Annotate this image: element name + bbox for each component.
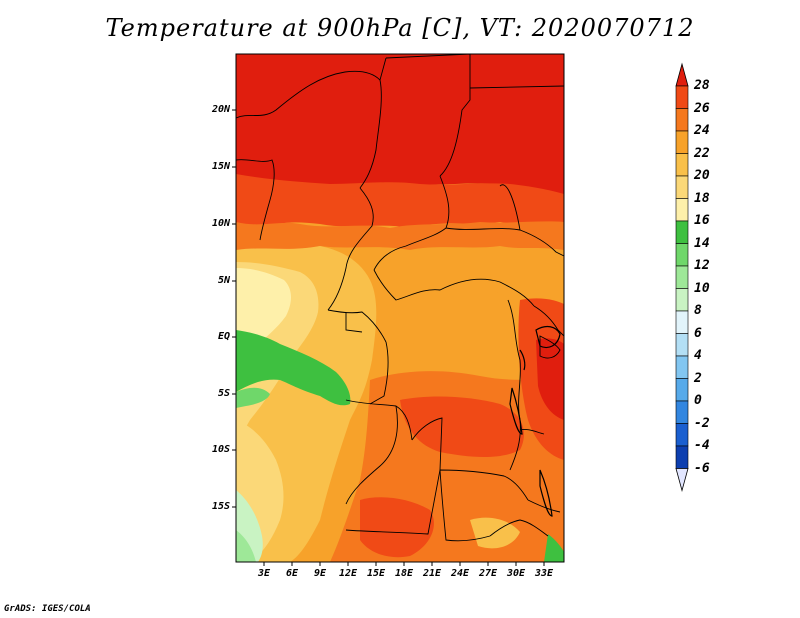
lon-label-18e: 18E <box>394 568 414 579</box>
colorbar-segment <box>675 175 689 199</box>
colorbar-segment <box>675 198 689 222</box>
lon-label-15e: 15E <box>366 568 386 579</box>
colorbar-tick-label: -4 <box>694 438 710 453</box>
colorbar-tick-label: 8 <box>694 303 702 318</box>
colorbar-segment <box>675 333 689 357</box>
lon-label-3e: 3E <box>257 568 271 579</box>
map-frame <box>235 53 565 563</box>
colorbar-tick-label: 22 <box>694 145 710 161</box>
lat-label-10n: 10N <box>211 218 230 229</box>
colorbar-tick-label: 16 <box>694 213 710 228</box>
lat-label-10s: 10S <box>211 444 230 455</box>
lon-label-33e: 33E <box>534 568 554 579</box>
footer-credit: GrADS: IGES/COLA <box>4 604 91 614</box>
colorbar-segment <box>675 310 689 334</box>
temperature-field <box>236 54 564 562</box>
lon-label-12e: 12E <box>338 568 358 579</box>
colorbar-tick-label: 4 <box>694 348 702 363</box>
lon-label-27e: 27E <box>478 568 498 579</box>
lon-label-6e: 6E <box>285 568 299 579</box>
colorbar-segment <box>675 423 689 447</box>
lake-victoria <box>535 325 561 349</box>
chart-title: Temperature at 900hPa [C], VT: 202007071… <box>105 14 695 42</box>
colorbar-tick-label: 6 <box>694 325 702 341</box>
lon-label-30e: 30E <box>506 568 526 579</box>
colorbar-segment <box>675 130 689 154</box>
colorbar-tick-label: 26 <box>694 100 710 116</box>
colorbar-tick-label: 12 <box>694 258 710 273</box>
lake-kivu <box>519 349 526 371</box>
colorbar-segment <box>675 220 689 244</box>
colorbar-segment <box>675 288 689 312</box>
colorbar-tick-label: 14 <box>694 235 710 251</box>
lake-malawi <box>539 469 553 517</box>
colorbar-tick-label: -6 <box>694 460 710 476</box>
lon-label-9e: 9E <box>313 568 327 579</box>
colorbar-tick-label: 2 <box>694 370 702 386</box>
colorbar-tick-label: 24 <box>694 123 710 138</box>
lat-label-eq: EQ <box>217 331 230 342</box>
colorbar-tick-label: 10 <box>694 280 710 296</box>
lon-ticks <box>263 562 545 566</box>
colorbar-tick-label: 20 <box>694 168 710 183</box>
colorbar-tick-label: 0 <box>694 393 702 408</box>
lake-tanganyika <box>509 387 523 435</box>
colorbar <box>675 62 689 493</box>
colorbar-lower-arrow <box>675 468 689 493</box>
colorbar-tick-label: 28 <box>694 78 710 93</box>
colorbar-segment <box>675 243 689 267</box>
colorbar-segment <box>675 378 689 402</box>
colorbar-segment <box>675 355 689 379</box>
colorbar-segment <box>675 108 689 132</box>
lat-ticks <box>232 109 236 508</box>
lon-label-24e: 24E <box>450 568 470 579</box>
country-borders <box>236 54 564 542</box>
lat-label-5n: 5N <box>217 275 230 286</box>
colorbar-upper-arrow <box>675 62 689 87</box>
colorbar-segment <box>675 400 689 424</box>
lat-label-15n: 15N <box>211 161 230 172</box>
lat-label-15s: 15S <box>211 501 230 512</box>
lat-label-5s: 5S <box>217 388 230 399</box>
colorbar-segment <box>675 85 689 109</box>
colorbar-tick-label: 18 <box>694 190 710 206</box>
colorbar-segment <box>675 265 689 289</box>
lat-label-20n: 20N <box>211 104 230 115</box>
colorbar-segment <box>675 153 689 177</box>
lon-label-21e: 21E <box>422 568 442 579</box>
lakes <box>509 325 561 517</box>
colorbar-tick-label: -2 <box>694 415 710 431</box>
colorbar-segment <box>675 445 689 469</box>
